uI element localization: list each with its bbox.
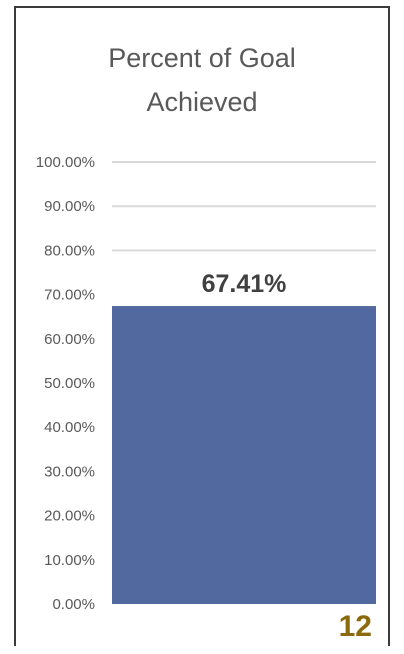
- y-tick-label: 0.00%: [52, 596, 95, 613]
- slide-frame: [14, 6, 390, 646]
- page-number: 12: [338, 610, 372, 643]
- y-tick-label: 20.00%: [44, 508, 95, 525]
- y-tick-label: 60.00%: [44, 331, 95, 348]
- y-tick-label: 100.00%: [36, 154, 95, 171]
- y-tick-label: 40.00%: [44, 419, 95, 436]
- bar: [112, 306, 376, 604]
- y-tick-label: 90.00%: [44, 198, 95, 215]
- y-tick-label: 80.00%: [44, 242, 95, 259]
- y-tick-label: 50.00%: [44, 375, 95, 392]
- data-label: 67.41%: [202, 270, 287, 298]
- y-tick-label: 10.00%: [44, 552, 95, 569]
- y-tick-label: 30.00%: [44, 463, 95, 480]
- chart-title-line-2: Achieved: [146, 87, 258, 117]
- y-tick-label: 70.00%: [44, 287, 95, 304]
- chart-title-line-1: Percent of Goal: [108, 43, 296, 73]
